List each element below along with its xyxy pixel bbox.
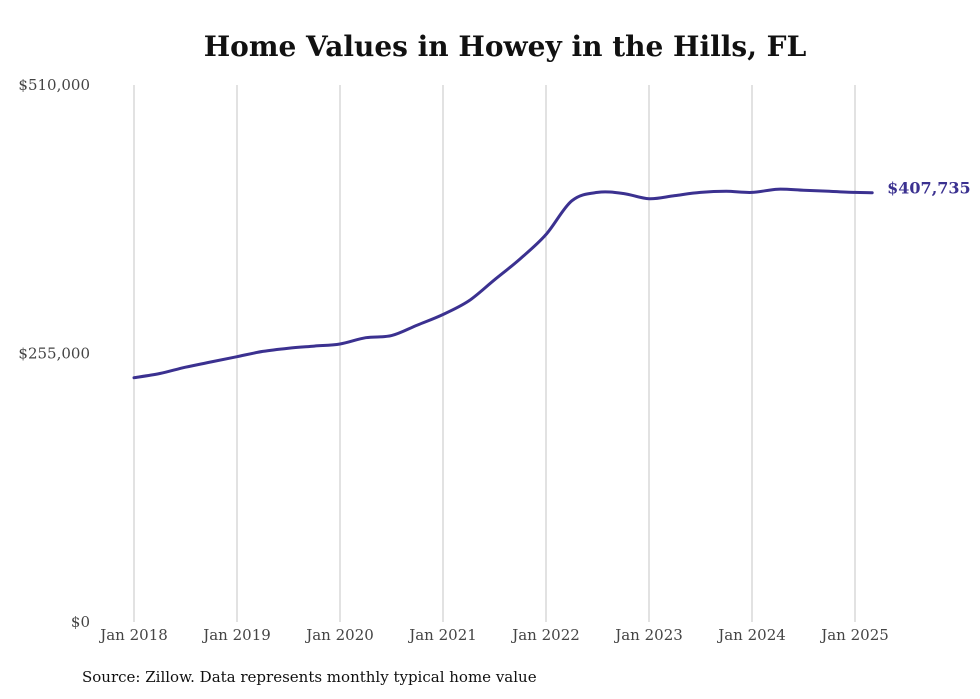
y-axis-labels: $0 $255,000 $510,000 xyxy=(18,76,90,631)
grid-lines xyxy=(133,85,856,622)
y-tick-label: $510,000 xyxy=(18,76,90,94)
end-value-label: $407,735 xyxy=(887,179,971,198)
x-tick-label: Jan 2021 xyxy=(407,626,477,644)
x-tick-label: Jan 2023 xyxy=(613,626,683,644)
x-tick-label: Jan 2024 xyxy=(716,626,786,644)
chart-title: Home Values in Howey in the Hills, FL xyxy=(203,30,807,63)
x-tick-label: Jan 2019 xyxy=(201,626,271,644)
source-note: Source: Zillow. Data represents monthly … xyxy=(82,668,537,686)
x-tick-label: Jan 2025 xyxy=(819,626,889,644)
y-tick-label: $0 xyxy=(71,613,90,631)
x-tick-label: Jan 2022 xyxy=(510,626,580,644)
x-axis-labels: Jan 2018 Jan 2019 Jan 2020 Jan 2021 Jan 2022… xyxy=(98,626,889,644)
home-value-line xyxy=(132,187,874,380)
y-tick-label: $255,000 xyxy=(18,345,90,363)
x-tick-label: Jan 2020 xyxy=(304,626,374,644)
x-tick-label: Jan 2018 xyxy=(98,626,168,644)
